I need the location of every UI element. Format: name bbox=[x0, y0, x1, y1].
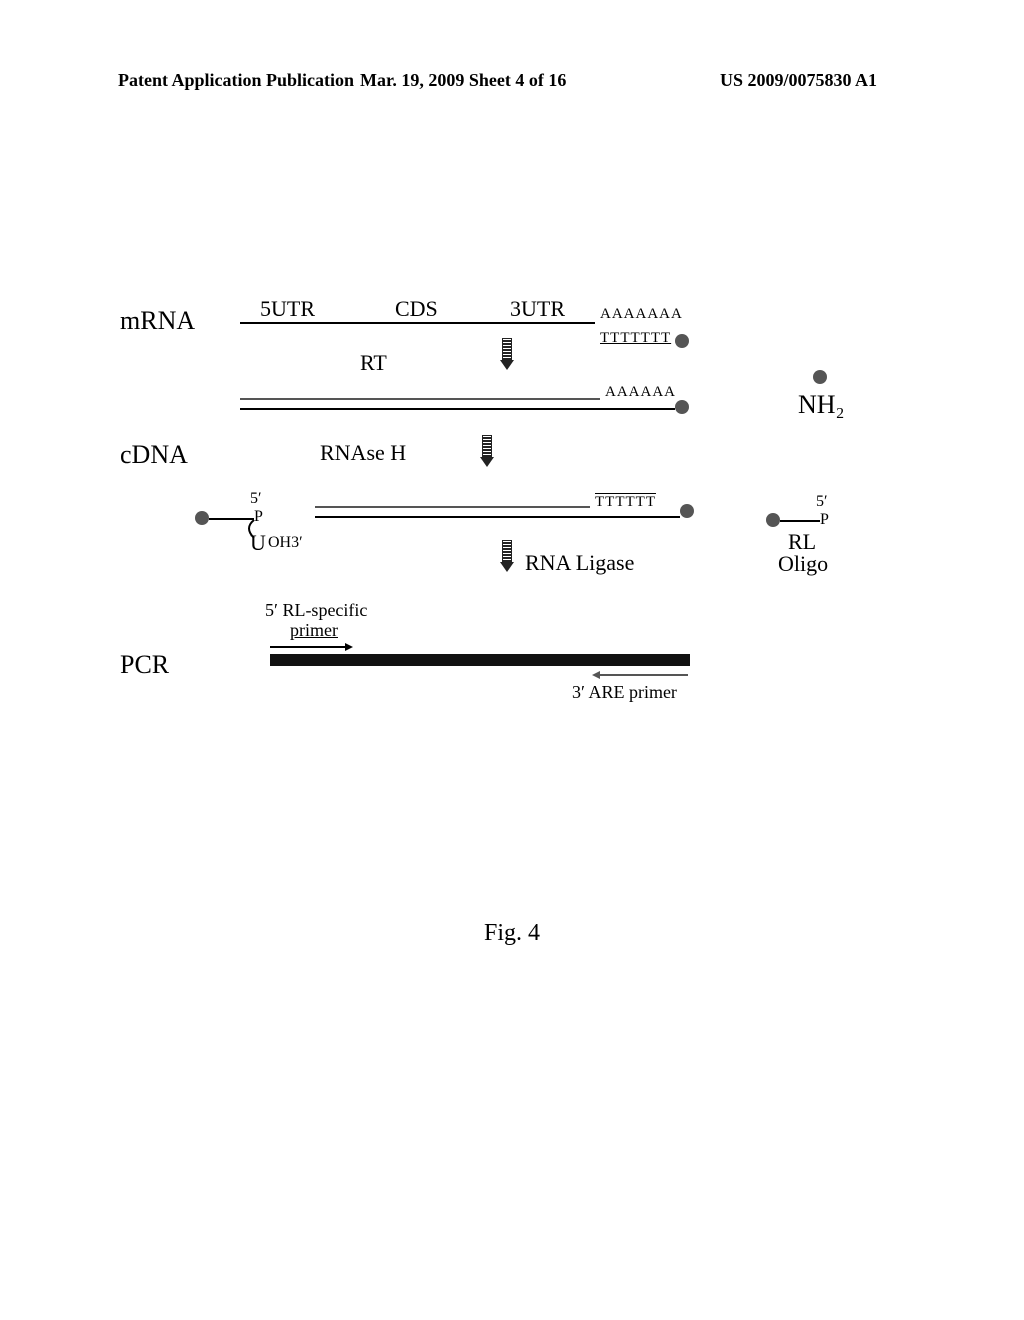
primer-5-arrow-icon bbox=[270, 646, 345, 648]
label-pcr: PCR bbox=[120, 650, 169, 680]
label-cdna: cDNA bbox=[120, 440, 188, 470]
figure-caption: Fig. 4 bbox=[0, 920, 1024, 947]
step-rt: RT bbox=[360, 350, 387, 376]
region-3utr: 3UTR bbox=[510, 296, 565, 322]
legend-rl-dot bbox=[766, 513, 780, 527]
legend-nh2: NH₂ bbox=[798, 390, 845, 420]
arrow-rt bbox=[500, 338, 514, 370]
legend-nh2-dot bbox=[813, 370, 827, 384]
header-left: Patent Application Publication bbox=[118, 70, 354, 91]
dot-nh2-2 bbox=[675, 400, 689, 414]
seq-polyA2: AAAAAA bbox=[605, 384, 676, 401]
primer-3-arrow-icon bbox=[600, 674, 688, 676]
region-cds: CDS bbox=[395, 296, 438, 322]
seq-polyT3: TTTTTT bbox=[595, 494, 656, 511]
label-mrna: mRNA bbox=[120, 306, 195, 336]
seq-polyT: TTTTTTT bbox=[600, 330, 671, 347]
ssDNA-line bbox=[315, 516, 680, 518]
dot-nh2-1 bbox=[675, 334, 689, 348]
step-rnaseh: RNAse H bbox=[320, 440, 406, 466]
primer-5-label2: primer bbox=[290, 620, 338, 641]
dot-nh2-3 bbox=[680, 504, 694, 518]
legend-oligo: Oligo bbox=[778, 551, 828, 577]
diagram: mRNA 5UTR CDS 3UTR AAAAAAA TTTTTTT RT AA… bbox=[110, 290, 950, 840]
primer-5-label1: 5′ RL-specific bbox=[265, 600, 367, 621]
cdna-line bbox=[240, 408, 675, 410]
region-5utr: 5UTR bbox=[260, 296, 315, 322]
arrow-rnaseh bbox=[480, 435, 494, 467]
header-mid: Mar. 19, 2009 Sheet 4 of 16 bbox=[360, 70, 566, 91]
mrna-line bbox=[240, 322, 595, 324]
legend-rl-P: P bbox=[820, 511, 829, 529]
rl-5prime-left: 5′ bbox=[250, 490, 262, 508]
rl-oligo-dot-left bbox=[195, 511, 209, 525]
ssDNA-grey bbox=[315, 506, 590, 508]
page: Patent Application Publication Mar. 19, … bbox=[0, 0, 1024, 1320]
arrow-rnaligase bbox=[500, 540, 514, 572]
pcr-product-bar bbox=[270, 654, 690, 666]
rl-curve-icon bbox=[242, 518, 260, 540]
header-right: US 2009/0075830 A1 bbox=[720, 70, 877, 91]
primer-3-label: 3′ ARE primer bbox=[572, 682, 677, 703]
rna-template-line bbox=[240, 398, 600, 400]
step-rnaligase: RNA Ligase bbox=[525, 550, 634, 576]
seq-polyA: AAAAAAA bbox=[600, 306, 683, 323]
legend-rl-5p: 5′ bbox=[816, 493, 828, 511]
legend-rl-line bbox=[780, 520, 820, 522]
rl-OH3: OH3′ bbox=[268, 534, 303, 552]
